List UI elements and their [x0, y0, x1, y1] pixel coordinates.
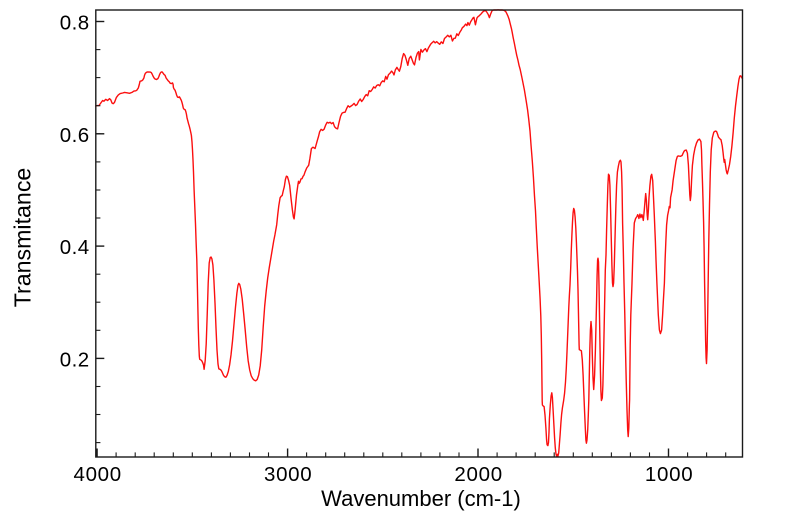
svg-text:1000: 1000 — [645, 463, 693, 486]
svg-text:2000: 2000 — [454, 463, 502, 486]
svg-text:3000: 3000 — [264, 463, 312, 486]
svg-text:0.8: 0.8 — [60, 12, 90, 35]
svg-text:0.6: 0.6 — [60, 124, 90, 147]
svg-text:Wavenumber (cm-1): Wavenumber (cm-1) — [321, 486, 521, 511]
svg-text:Transmitance: Transmitance — [10, 168, 36, 308]
svg-text:0.4: 0.4 — [60, 236, 90, 259]
svg-text:0.2: 0.2 — [60, 349, 90, 372]
svg-text:4000: 4000 — [73, 463, 121, 486]
